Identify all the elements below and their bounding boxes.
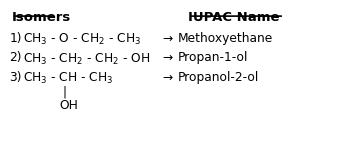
Text: Methoxyethane: Methoxyethane [178,32,273,45]
Text: Isomers: Isomers [11,11,71,24]
Text: →: → [162,32,172,45]
Text: CH$_3$ - CH - CH$_3$: CH$_3$ - CH - CH$_3$ [23,71,114,86]
Text: IUPAC Name: IUPAC Name [188,11,279,24]
Text: →: → [162,52,172,64]
Text: 1): 1) [9,32,22,45]
Text: CH$_3$ - CH$_2$ - CH$_2$ - OH: CH$_3$ - CH$_2$ - CH$_2$ - OH [23,52,151,67]
Text: 3): 3) [9,71,22,84]
Text: 2): 2) [9,52,22,64]
Text: Propanol-2-ol: Propanol-2-ol [178,71,259,84]
Text: Propan-1-ol: Propan-1-ol [178,52,249,64]
Text: →: → [162,71,172,84]
Text: CH$_3$ - O - CH$_2$ - CH$_3$: CH$_3$ - O - CH$_2$ - CH$_3$ [23,32,141,47]
Text: |: | [63,86,67,99]
Text: OH: OH [59,99,78,112]
